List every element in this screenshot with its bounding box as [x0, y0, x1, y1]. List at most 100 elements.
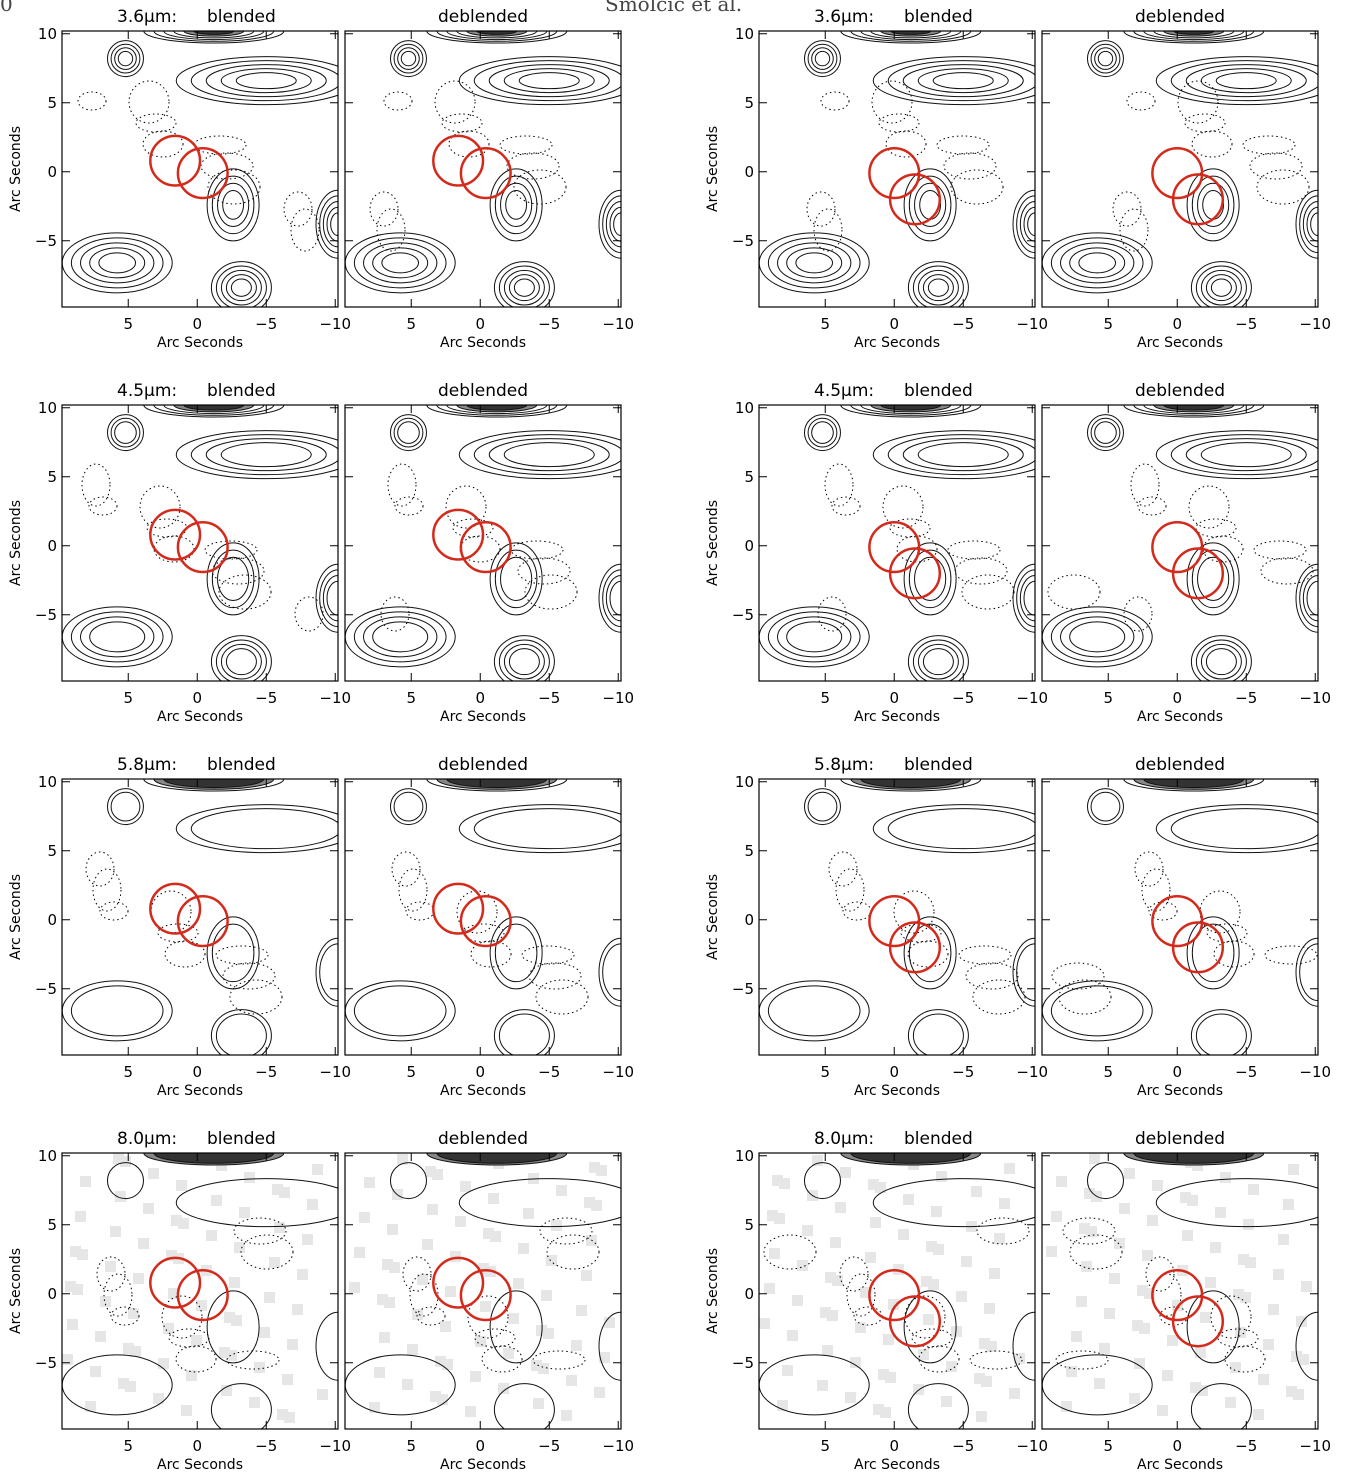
noise-pixel [769, 1248, 780, 1259]
x-tick-label: −10 [1299, 1437, 1331, 1455]
contour [106, 788, 144, 826]
noise-pixel [1235, 1327, 1246, 1338]
noise-pixel [369, 1402, 380, 1413]
noise-pixel [865, 1252, 876, 1263]
dotted-contour [846, 1273, 876, 1317]
noise-pixel [792, 1295, 803, 1306]
contour [489, 1290, 543, 1364]
dotted-contour [434, 80, 476, 124]
x-tick-label: −10 [1299, 689, 1331, 707]
noise-pixel [113, 1153, 124, 1164]
panel-frame [758, 30, 1036, 308]
dotted-contour [128, 80, 170, 124]
x-axis-label: Arc Seconds [1137, 335, 1223, 351]
x-axis-label: Arc Seconds [1137, 1083, 1223, 1099]
dotted-contour [900, 923, 942, 943]
panel-0-0: 5 0 −5 −10 10 5 0 −5 Arc Seconds Arc Seconds 3.6μm… [8, 7, 351, 351]
noise-pixel [933, 1244, 944, 1255]
y-tick-label: 5 [744, 1216, 754, 1234]
contour [326, 206, 338, 242]
x-axis-label: Arc Seconds [854, 1457, 940, 1473]
noise-pixel [422, 1239, 433, 1250]
dotted-contour [517, 557, 571, 585]
noise-pixel [374, 1367, 385, 1378]
noise-pixel [148, 1168, 159, 1179]
noise-pixel [820, 1307, 831, 1318]
contour [903, 916, 957, 990]
contour [211, 923, 255, 983]
contour [890, 31, 932, 35]
dotted-contour [226, 1350, 280, 1370]
x-tick-label: −5 [1235, 689, 1257, 707]
noise-pixel [782, 1365, 793, 1376]
contour [117, 50, 134, 67]
contour [1185, 64, 1307, 98]
noise-pixel [125, 1381, 136, 1392]
noise-pixel [976, 1411, 987, 1422]
x-tick-label: 0 [475, 315, 485, 333]
contour [106, 414, 144, 452]
dotted-contour [961, 574, 1015, 610]
contour [860, 405, 962, 415]
running-title: Smolčić et al. [605, 0, 743, 16]
noise-pixel [488, 1193, 499, 1204]
panel-frame [344, 1152, 622, 1430]
noise-pixel [1094, 1378, 1105, 1389]
noise-pixel [269, 1257, 280, 1268]
x-tick-label: 5 [1103, 315, 1113, 333]
noise-pixel [432, 1169, 443, 1180]
dotted-contour [448, 130, 490, 158]
contour [322, 575, 338, 622]
noise-pixel [961, 1256, 972, 1267]
x-tick-label: −5 [952, 1437, 974, 1455]
noise-pixel [1089, 1153, 1100, 1164]
contour [70, 985, 164, 1037]
noise-pixel [455, 1216, 466, 1227]
contour [205, 64, 327, 98]
y-tick-label: 5 [47, 842, 57, 860]
dotted-contour [200, 152, 254, 180]
noise-pixel [62, 1354, 73, 1365]
dotted-contour [416, 1306, 446, 1326]
contour [500, 182, 533, 227]
contour [1155, 804, 1318, 854]
noise-pixel [1071, 1331, 1082, 1342]
x-axis-label: Arc Seconds [1137, 1457, 1223, 1473]
contour [493, 1009, 555, 1055]
source-circle-1 [868, 521, 921, 574]
contour [143, 405, 285, 418]
source-circle-2 [1171, 173, 1225, 226]
noise-pixel [1144, 1288, 1155, 1299]
contour [215, 265, 267, 307]
contour [503, 442, 595, 468]
y-tick-label: 10 [38, 773, 57, 791]
noise-pixel [1167, 1335, 1178, 1346]
noise-pixel [845, 1392, 856, 1403]
x-tick-label: −5 [1235, 315, 1257, 333]
contour [908, 549, 952, 609]
x-tick-label: −5 [255, 689, 277, 707]
noise-pixel [840, 1167, 851, 1178]
dotted-contour [168, 1328, 210, 1348]
noise-pixel [926, 1241, 937, 1252]
noise-pixel [465, 1406, 476, 1417]
contour [110, 417, 141, 448]
noise-pixel [402, 1379, 413, 1390]
noise-pixel [166, 1250, 177, 1261]
contour [211, 549, 255, 609]
contour [1200, 643, 1242, 680]
contour [807, 43, 838, 74]
panel-frame [344, 30, 622, 308]
noise-pixel [389, 1262, 400, 1273]
dotted-contour [1177, 80, 1219, 124]
contour [1123, 405, 1265, 418]
contour [814, 50, 831, 67]
dotted-contour [532, 1350, 586, 1370]
noise-pixel [85, 1401, 96, 1412]
contour [922, 274, 954, 302]
x-tick-label: 0 [475, 1437, 485, 1455]
contour [89, 247, 146, 279]
x-tick-label: 5 [1103, 1437, 1113, 1455]
contour [488, 438, 610, 472]
x-tick-label: 5 [123, 689, 133, 707]
